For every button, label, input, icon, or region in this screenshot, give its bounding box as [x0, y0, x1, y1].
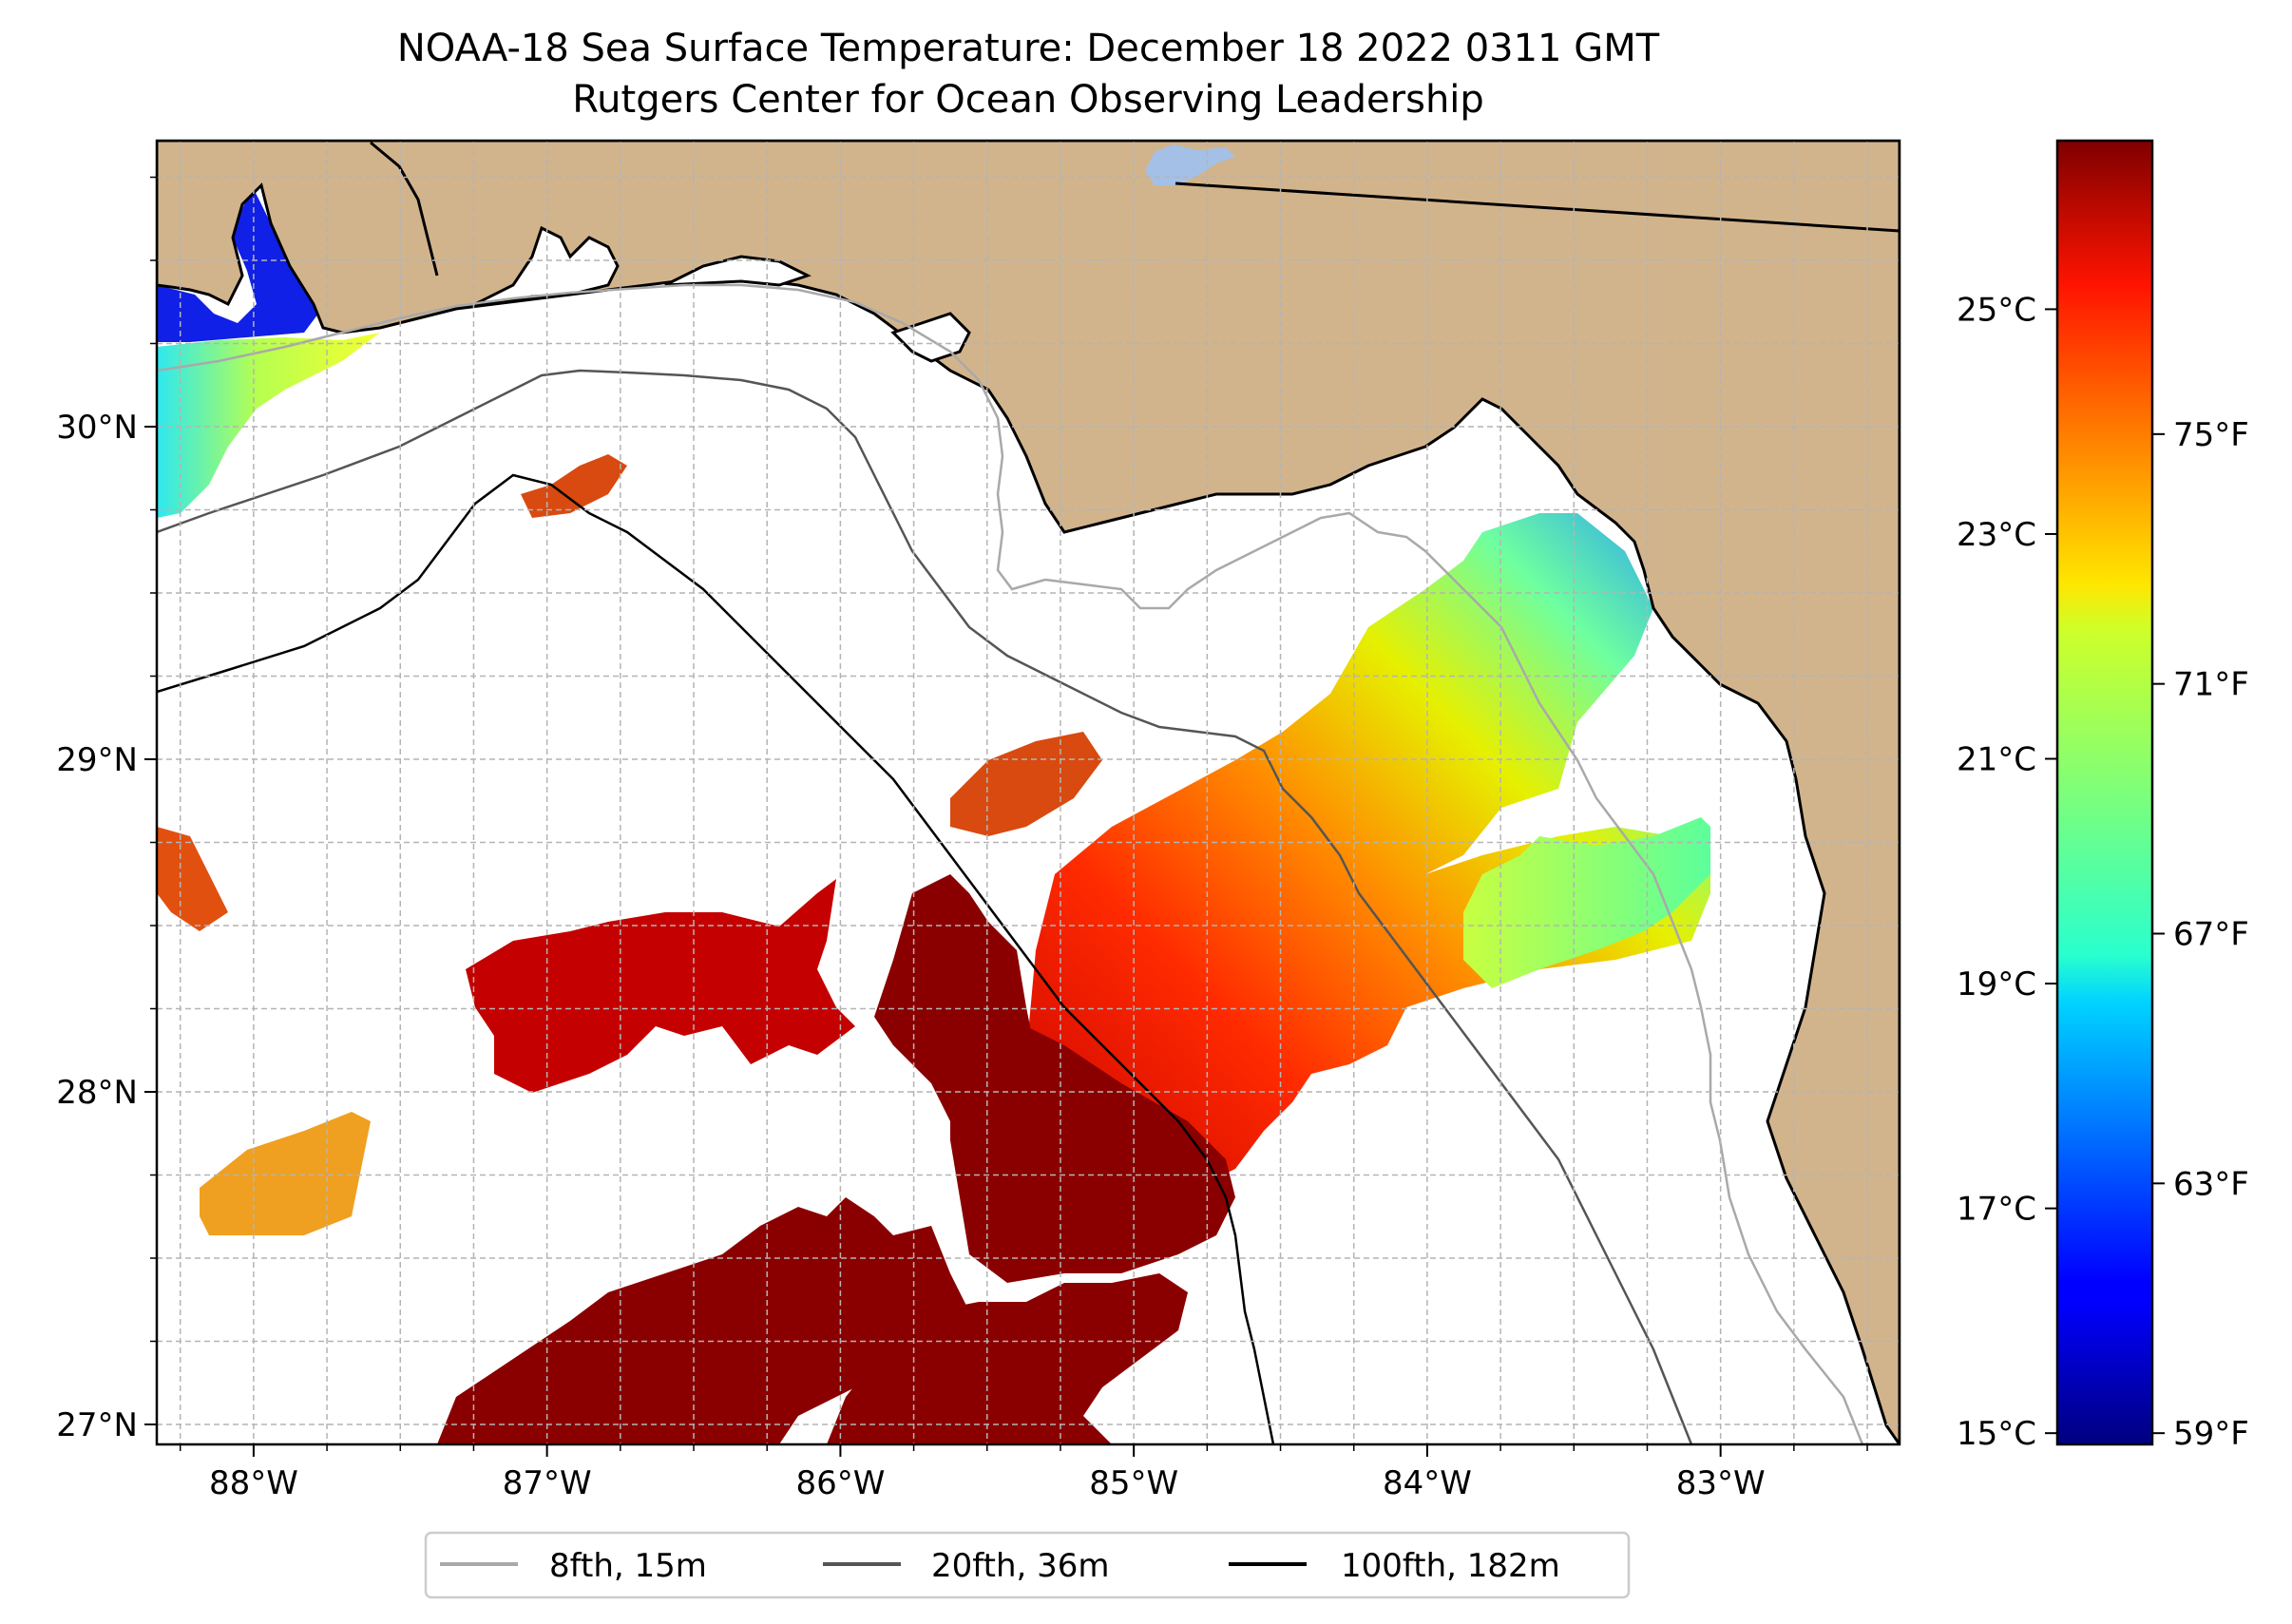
- state-border: [1175, 182, 1900, 233]
- legend-label-20fth: 20fth, 36m: [931, 1547, 1110, 1585]
- sst-nw-coast: [157, 333, 380, 518]
- celsius-tick-label: 23°C: [1957, 516, 2036, 554]
- legend-label-100fth: 100fth, 182m: [1341, 1547, 1560, 1585]
- sst-swath-main: [1026, 513, 1710, 1197]
- legend-item-100fth: 100fth, 182m: [1229, 1547, 1560, 1585]
- fahrenheit-tick-label: 75°F: [2173, 416, 2249, 454]
- sst-warm-patch-6: [950, 732, 1102, 836]
- sst-warm-patch-5: [827, 1273, 1188, 1444]
- sst-warm-patch-1: [466, 879, 855, 1093]
- title-line-1: NOAA-18 Sea Surface Temperature: Decembe…: [397, 27, 1660, 70]
- lat-tick-label: 28°N: [56, 1074, 138, 1112]
- lon-tick-label: 85°W: [1089, 1464, 1178, 1502]
- celsius-tick-label: 25°C: [1957, 291, 2036, 329]
- colorbar-celsius-ticks: 25°C 23°C 21°C 19°C 17°C 15°C: [1957, 291, 2057, 1453]
- land-mass: [157, 141, 1900, 1444]
- bay-inlet-3: [890, 312, 971, 363]
- fahrenheit-tick-label: 59°F: [2173, 1415, 2249, 1453]
- longitude-axis: 88°W 87°W 86°W 85°W 84°W 83°W: [179, 1444, 1868, 1502]
- lat-tick-label: 30°N: [56, 409, 138, 447]
- lake: [1145, 144, 1235, 185]
- colorbar: 25°C 23°C 21°C 19°C 17°C 15°C 75°F 71°F 67°F 63°…: [1957, 139, 2249, 1453]
- lat-tick-label: 27°N: [56, 1406, 138, 1444]
- lon-tick-label: 88°W: [209, 1464, 298, 1502]
- map-panel: [157, 141, 1900, 1444]
- celsius-tick-label: 21°C: [1957, 741, 2036, 779]
- lon-tick-label: 87°W: [503, 1464, 592, 1502]
- title-line-2: Rutgers Center for Ocean Observing Leade…: [572, 78, 1484, 122]
- legend-label-8fth: 8fth, 15m: [549, 1547, 707, 1585]
- colorbar-fahrenheit-ticks: 75°F 71°F 67°F 63°F 59°F: [2152, 416, 2249, 1453]
- contour-8fth: [157, 283, 1864, 1444]
- contour-20fth: [157, 369, 1693, 1444]
- lon-tick-label: 84°W: [1383, 1464, 1472, 1502]
- fahrenheit-tick-label: 71°F: [2173, 666, 2249, 704]
- latitude-axis: 30°N 29°N 28°N 27°N: [56, 176, 157, 1444]
- sst-warm-patch-3: [950, 1017, 1235, 1283]
- lon-tick-label: 83°W: [1676, 1464, 1766, 1502]
- legend-item-8fth: 8fth, 15m: [440, 1547, 707, 1585]
- sst-nw-cold-water: [157, 185, 318, 342]
- gridlines: [157, 141, 1900, 1444]
- fahrenheit-tick-label: 67°F: [2173, 916, 2249, 954]
- colorbar-gradient: [2055, 139, 2154, 1446]
- sst-warm-patch-8: [157, 827, 228, 931]
- legend: 8fth, 15m 20fth, 36m 100fth, 182m: [424, 1531, 1631, 1599]
- sst-cool-patch-1: [200, 1112, 371, 1235]
- lat-tick-label: 29°N: [56, 741, 138, 779]
- sst-east-patch: [1463, 817, 1710, 988]
- celsius-tick-label: 17°C: [1957, 1191, 2036, 1229]
- contour-100fth: [157, 473, 1275, 1444]
- lon-tick-label: 86°W: [795, 1464, 885, 1502]
- state-border-west: [370, 141, 439, 277]
- bay-inlet-2: [664, 255, 812, 287]
- celsius-tick-label: 19°C: [1957, 965, 2036, 1003]
- sst-warm-patch-4: [437, 1197, 969, 1444]
- depth-contours: [157, 283, 1864, 1444]
- legend-box: [424, 1531, 1631, 1599]
- fahrenheit-tick-label: 63°F: [2173, 1165, 2249, 1203]
- celsius-tick-label: 15°C: [1957, 1415, 2036, 1453]
- legend-item-20fth: 20fth, 36m: [823, 1547, 1110, 1585]
- map-frame: [155, 139, 1901, 1446]
